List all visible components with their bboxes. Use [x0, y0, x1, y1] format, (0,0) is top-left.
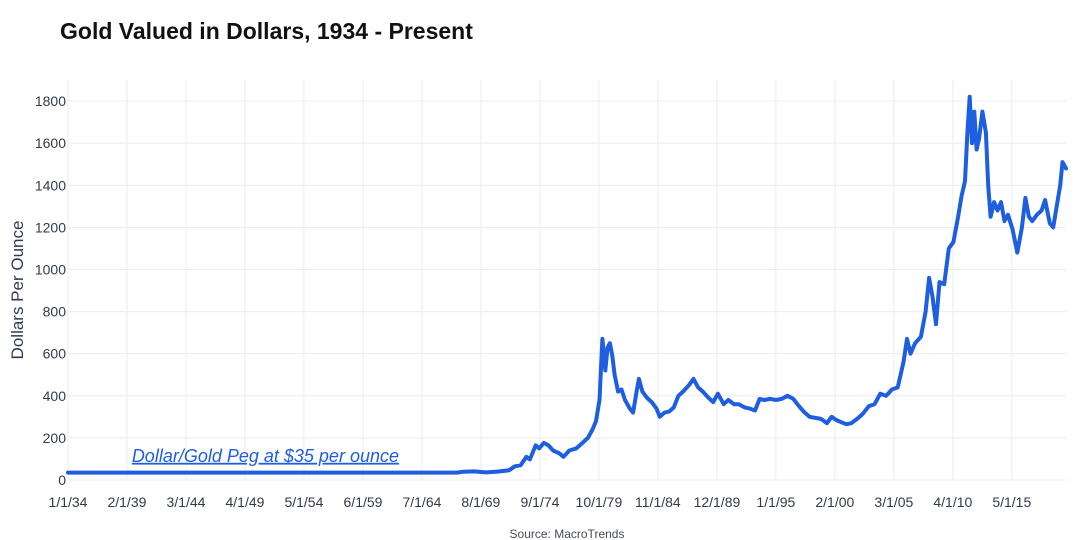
y-tick-label: 1000 [35, 261, 66, 277]
y-tick-label: 1400 [35, 177, 66, 193]
y-tick-label: 0 [58, 472, 66, 488]
gold-price-line [66, 94, 1068, 475]
x-tick-label: 10/1/79 [576, 494, 623, 510]
x-tick-label: 6/1/59 [344, 494, 383, 510]
y-tick-label: 400 [43, 388, 67, 404]
x-tick-label: 2/1/39 [107, 494, 146, 510]
x-tick-label: 4/1/49 [226, 494, 265, 510]
x-tick-label: 5/1/54 [284, 494, 323, 510]
y-tick-label: 1800 [35, 93, 66, 109]
y-tick-label: 600 [43, 346, 67, 362]
x-tick-label: 5/1/15 [992, 494, 1031, 510]
x-tick-label: 9/1/74 [520, 494, 559, 510]
y-axis-title: Dollars Per Ounce [8, 221, 27, 360]
chart-title: Gold Valued in Dollars, 1934 - Present [60, 18, 473, 44]
y-tick-label: 800 [43, 304, 67, 320]
y-tick-label: 200 [43, 430, 67, 446]
peg-annotation-link[interactable]: Dollar/Gold Peg at $35 per ounce [132, 446, 399, 466]
x-tick-label: 1/1/34 [49, 494, 88, 510]
source-note: Source: MacroTrends [510, 527, 625, 540]
x-tick-label: 12/1/89 [694, 494, 741, 510]
grid [67, 80, 1066, 481]
x-axis-ticks: 1/1/34 2/1/39 3/1/44 4/1/49 5/1/54 6/1/59 7/1/… [49, 494, 1032, 510]
x-tick-label: 1/1/95 [756, 494, 795, 510]
x-tick-label: 11/1/84 [635, 494, 681, 510]
x-tick-label: 3/1/05 [874, 494, 913, 510]
y-axis-ticks: 0 200 400 600 800 1000 1200 1400 1600 1800 [35, 93, 66, 488]
x-tick-label: 4/1/10 [933, 494, 972, 510]
x-tick-label: 7/1/64 [402, 494, 441, 510]
x-tick-label: 8/1/69 [461, 494, 500, 510]
y-tick-label: 1200 [35, 219, 66, 235]
x-tick-label: 3/1/44 [167, 494, 206, 510]
y-tick-label: 1600 [35, 135, 66, 151]
x-tick-label: 2/1/00 [815, 494, 854, 510]
